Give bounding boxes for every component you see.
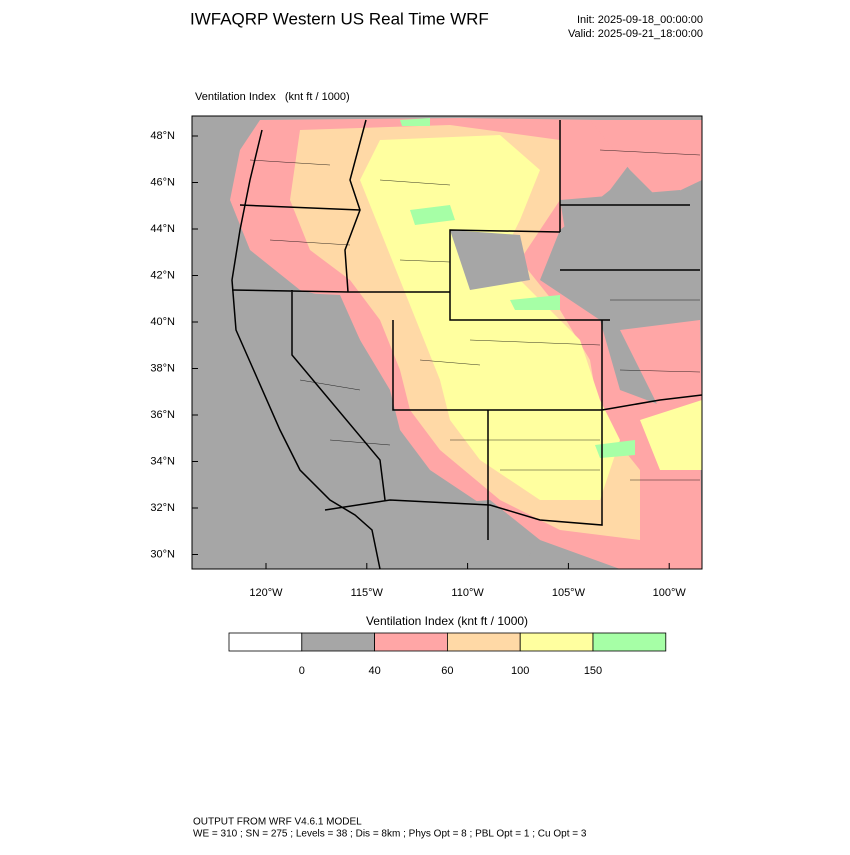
- colorbar-swatch: [228, 632, 303, 652]
- lon-label: 100°W: [653, 587, 687, 599]
- footer-line: WE = 310 ; SN = 275 ; Levels = 38 ; Dis …: [193, 829, 587, 840]
- colorbar-swatch: [301, 632, 375, 652]
- lat-label: 36°N: [150, 409, 175, 421]
- title: IWFAQRP Western US Real Time WRF: [190, 9, 489, 28]
- map: [191, 115, 703, 570]
- lon-label: 115°W: [351, 587, 384, 599]
- lon-label: 110°W: [451, 587, 484, 599]
- lat-label: 44°N: [150, 223, 175, 235]
- colorbar-swatch: [446, 632, 521, 652]
- map-label: Ventilation Index (knt ft / 1000): [195, 91, 350, 103]
- lat-label: 32°N: [150, 502, 175, 514]
- colorbar-swatch: [592, 632, 667, 652]
- lon-label: 120°W: [249, 587, 283, 599]
- lat-label: 48°N: [150, 130, 175, 142]
- colorbar-label: 60: [441, 665, 453, 677]
- borders: [231, 119, 702, 569]
- map-axes: 48°N 46°N 44°N 42°N 40°N 38°N 36°N 34°N 32°N 30°N…: [150, 130, 686, 599]
- lat-label: 30°N: [150, 548, 175, 560]
- footer-line: OUTPUT FROM WRF V4.6.1 MODEL: [193, 817, 362, 828]
- valid-time: Valid: 2025-09-21_18:00:00: [568, 28, 703, 40]
- colorbar-swatch: [374, 632, 448, 652]
- lat-label: 40°N: [150, 316, 175, 328]
- lat-label: 38°N: [150, 362, 175, 374]
- colorbar-swatch: [519, 632, 594, 652]
- colorbar: 0 40 60 100 150: [228, 632, 667, 677]
- colorbar-title: Ventilation Index (knt ft / 1000): [366, 614, 528, 628]
- init-time: Init: 2025-09-18_00:00:00: [577, 14, 703, 26]
- map-frame: [191, 115, 703, 570]
- lat-label: 46°N: [150, 176, 175, 188]
- lat-label: 34°N: [150, 455, 175, 467]
- colorbar-label: 150: [584, 665, 602, 677]
- colorbar-label: 100: [511, 665, 529, 677]
- colorbar-label: 0: [299, 665, 305, 677]
- shading: [230, 118, 702, 569]
- colorbar-label: 40: [368, 665, 380, 677]
- lat-label: 42°N: [150, 269, 175, 281]
- lon-label: 105°W: [552, 587, 586, 599]
